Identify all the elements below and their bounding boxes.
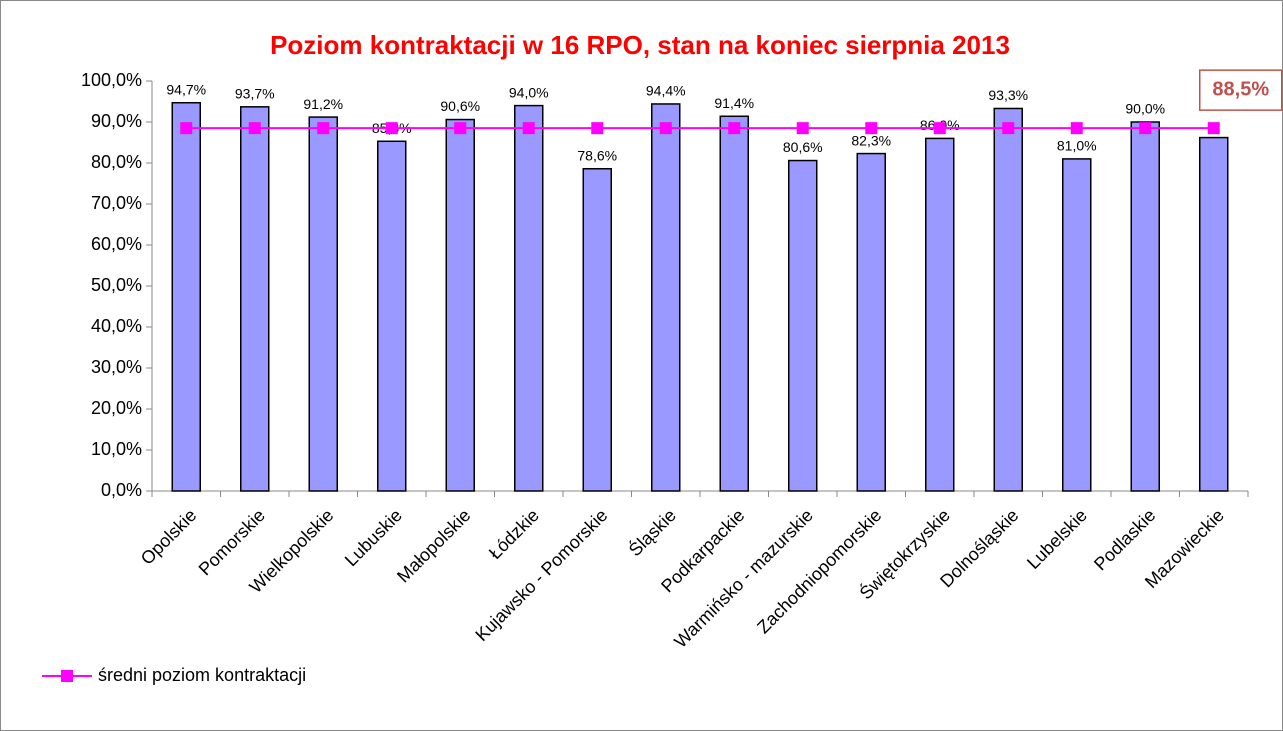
y-tick-label: 30,0%: [91, 357, 142, 377]
chart-title: Poziom kontraktacji w 16 RPO, stan na ko…: [270, 30, 1010, 60]
line-marker: [1002, 122, 1015, 135]
annotation-label: 88,5%: [1212, 78, 1269, 100]
line-marker: [385, 122, 398, 135]
y-tick-label: 70,0%: [91, 193, 142, 213]
bar: [925, 137, 955, 492]
bar: [1199, 136, 1229, 492]
data-label: 91,2%: [303, 96, 343, 112]
y-tick-label: 0,0%: [101, 480, 142, 500]
data-label: 80,6%: [783, 139, 823, 155]
line-marker: [248, 122, 261, 135]
data-label: 91,4%: [714, 95, 754, 111]
line-marker: [659, 122, 672, 135]
line-marker: [591, 122, 604, 135]
legend-label: średni poziom kontraktacji: [98, 665, 306, 685]
data-label: 81,0%: [1057, 138, 1097, 154]
line-marker: [796, 122, 809, 135]
data-label: 90,0%: [1125, 101, 1165, 117]
data-label: 90,6%: [440, 98, 480, 114]
line-marker: [522, 122, 535, 135]
line-marker: [180, 122, 193, 135]
bar: [651, 103, 681, 492]
bar: [1062, 158, 1092, 492]
line-marker: [1207, 122, 1220, 135]
legend-marker: [61, 670, 73, 682]
data-label: 82,3%: [851, 132, 891, 148]
bar: [445, 118, 475, 492]
bar: [856, 152, 886, 492]
data-label: 93,7%: [235, 86, 275, 102]
y-tick-label: 80,0%: [91, 152, 142, 172]
y-tick-label: 50,0%: [91, 275, 142, 295]
bar: [308, 116, 338, 492]
line-marker: [933, 122, 946, 135]
data-label: 78,6%: [577, 147, 617, 163]
y-tick-label: 40,0%: [91, 316, 142, 336]
y-tick-label: 90,0%: [91, 111, 142, 131]
bar: [377, 140, 407, 492]
y-tick-label: 100,0%: [81, 70, 142, 90]
bar: [514, 104, 544, 492]
data-label: 93,3%: [988, 87, 1028, 103]
data-label: 94,4%: [646, 83, 686, 99]
data-label: 94,0%: [509, 84, 549, 100]
bar: [171, 101, 201, 492]
bar: [240, 106, 270, 492]
annotation-box: [1199, 69, 1283, 111]
bar: [582, 167, 612, 492]
bar: [719, 115, 749, 492]
line-marker: [317, 122, 330, 135]
y-tick-label: 20,0%: [91, 398, 142, 418]
bar: [788, 159, 818, 492]
data-label: 94,7%: [166, 81, 206, 97]
line-marker: [1070, 122, 1083, 135]
y-tick-label: 10,0%: [91, 439, 142, 459]
line-marker: [728, 122, 741, 135]
bar: [1130, 121, 1160, 492]
line-marker: [865, 122, 878, 135]
line-marker: [454, 122, 467, 135]
y-tick-label: 60,0%: [91, 234, 142, 254]
line-marker: [1139, 122, 1152, 135]
bar: [993, 107, 1023, 492]
